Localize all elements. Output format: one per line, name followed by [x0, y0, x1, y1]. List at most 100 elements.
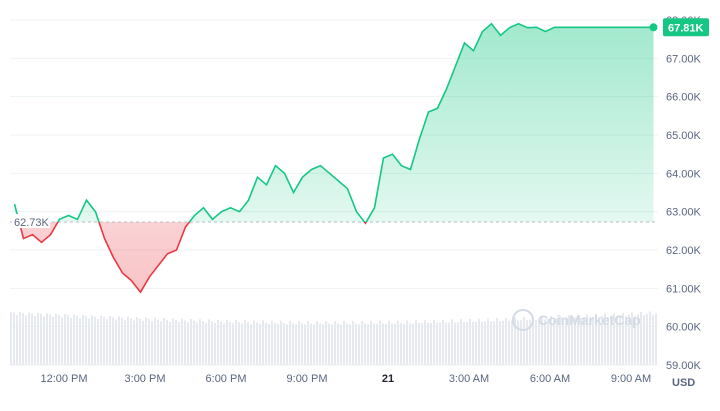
volume-bar: [637, 314, 639, 365]
volume-bar: [313, 324, 315, 365]
volume-bar: [229, 321, 231, 365]
volume-bar: [118, 316, 120, 365]
volume-bar: [154, 317, 156, 365]
volume-bar: [370, 320, 372, 365]
volume-bar: [184, 320, 186, 365]
volume-bar: [232, 323, 234, 365]
volume-bar: [316, 321, 318, 365]
volume-bar: [562, 318, 564, 365]
volume-bar: [73, 314, 75, 365]
volume-bar: [67, 315, 69, 365]
volume-bar: [526, 320, 528, 365]
volume-bar: [346, 323, 348, 365]
volume-bar: [427, 322, 429, 365]
volume-bar: [328, 323, 330, 365]
volume-bar: [502, 320, 504, 365]
volume-bar: [223, 323, 225, 365]
volume-bar: [70, 317, 72, 365]
volume-bar: [541, 316, 543, 365]
volume-bar: [238, 322, 240, 365]
volume-bar: [580, 318, 582, 365]
volume-bar: [124, 320, 126, 365]
volume-bar: [460, 319, 462, 365]
volume-bar: [292, 323, 294, 365]
volume-bar: [151, 321, 153, 365]
volume-bar: [484, 321, 486, 365]
volume-bar: [628, 314, 630, 365]
volume-bar: [367, 324, 369, 365]
volume-bar: [58, 314, 60, 365]
volume-bar: [655, 313, 657, 365]
volume-bar: [595, 314, 597, 365]
x-axis: 12:00 PM 3:00 PM 6:00 PM 9:00 PM 21 3:00 AM 6:…: [40, 373, 651, 385]
volume-bar: [571, 318, 573, 365]
volume-bar: [619, 315, 621, 365]
volume-bar: [364, 323, 366, 365]
volume-bar: [226, 319, 228, 365]
volume-bar: [493, 321, 495, 365]
volume-bar: [319, 323, 321, 365]
volume-bar: [235, 320, 237, 365]
volume-bar: [373, 323, 375, 365]
volume-bar: [442, 319, 444, 365]
volume-bar: [646, 313, 648, 365]
volume-bar: [382, 323, 384, 365]
volume-bar: [385, 323, 387, 365]
volume-bar: [469, 318, 471, 365]
volume-bar: [40, 313, 42, 365]
volume-bar: [13, 312, 15, 365]
volume-bar: [286, 324, 288, 365]
y-tick-label: 59.00K: [666, 360, 702, 372]
volume-bar: [340, 324, 342, 365]
volume-bar: [604, 313, 606, 365]
volume-bar: [331, 324, 333, 365]
volume-bar: [499, 321, 501, 365]
volume-bar: [79, 318, 81, 365]
y-tick-label: 63.00K: [666, 207, 702, 219]
volume-bar: [553, 319, 555, 365]
volume-bar: [532, 316, 534, 365]
y-tick-label: 64.00K: [666, 168, 702, 180]
volume-bar: [130, 318, 132, 365]
volume-bar: [220, 321, 222, 365]
volume-bar: [592, 316, 594, 365]
volume-bar: [352, 321, 354, 365]
volume-bar: [481, 321, 483, 365]
volume-bar: [334, 321, 336, 365]
volume-bar: [394, 323, 396, 365]
volume-bar: [349, 324, 351, 365]
volume-bar: [280, 320, 282, 365]
volume-bar: [211, 321, 213, 365]
volume-bar: [94, 316, 96, 365]
x-tick-label: 3:00 PM: [125, 373, 166, 385]
volume-bar: [307, 321, 309, 365]
volume-bar: [247, 322, 249, 365]
last-price-tag: 67.81K: [663, 18, 709, 37]
volume-bar: [550, 316, 552, 365]
volume-bar: [358, 324, 360, 365]
volume-bar: [178, 322, 180, 365]
volume-bar: [607, 316, 609, 365]
volume-bar: [298, 320, 300, 365]
volume-bar: [259, 323, 261, 365]
baseline-label-text: 62.73K: [14, 217, 50, 229]
volume-bar: [322, 324, 324, 365]
volume-bar: [283, 323, 285, 365]
volume-bar: [589, 317, 591, 365]
volume-bar: [115, 319, 117, 365]
area-above-baseline: [14, 23, 654, 223]
volume-bar: [295, 324, 297, 365]
volume-bar: [421, 323, 423, 365]
volume-bar: [217, 319, 219, 365]
volume-bar: [463, 322, 465, 365]
volume-bar: [88, 318, 90, 365]
volume-bar: [193, 320, 195, 365]
volume-bar: [112, 317, 114, 365]
volume-bar: [97, 318, 99, 365]
volume-bar: [166, 319, 168, 365]
volume-bar: [490, 321, 492, 365]
area-below-baseline: [19, 222, 367, 293]
x-tick-label: 12:00 PM: [40, 373, 87, 385]
